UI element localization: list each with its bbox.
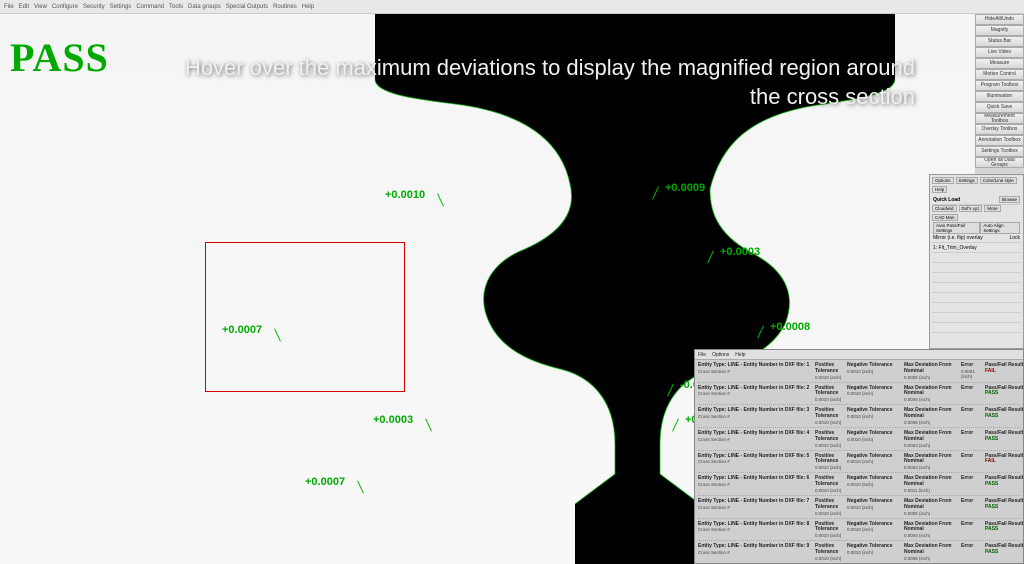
results-header: File Options Help	[695, 350, 1023, 360]
subtab-cloudwid[interactable]: Cloudwid	[932, 205, 957, 212]
settings-tab-settings[interactable]: Settings	[956, 177, 978, 184]
deviation-label[interactable]: +0.0007	[305, 476, 345, 488]
result-row[interactable]: Entity Type: LINE - Entity Number in DXF…	[698, 522, 1020, 542]
toolbar-open-all-data-groups[interactable]: Open all Data Groups	[975, 157, 1024, 168]
toolbar-program-toolbox[interactable]: Program Toolbox	[975, 80, 1024, 91]
deviation-label[interactable]: +0.0009	[665, 182, 705, 194]
results-menu-options[interactable]: Options	[712, 352, 729, 358]
deviation-label[interactable]: +0.0010	[385, 189, 425, 201]
subtab-dxf-s-xyz[interactable]: Dxf's xyz	[959, 205, 983, 212]
toolbar-quick-save[interactable]: Quick Save	[975, 102, 1024, 113]
result-row[interactable]: Entity Type: LINE - Entity Number in DXF…	[698, 408, 1020, 428]
results-panel[interactable]: File Options Help Entity Type: LINE - Enti…	[694, 349, 1024, 564]
menu-special-outputs[interactable]: Special Outputs	[226, 4, 268, 10]
menu-tools[interactable]: Tools	[169, 4, 183, 10]
deviation-label[interactable]: +0.0008	[770, 321, 810, 333]
result-row[interactable]: Entity Type: LINE - Entity Number in DXF…	[698, 476, 1020, 496]
results-menu-file[interactable]: File	[698, 352, 706, 358]
auto-passfail-button[interactable]: Auto Pass/Fail Settings	[933, 222, 980, 234]
mirror-checkbox-label[interactable]: Mirror (i.e. flip) overlay	[933, 235, 983, 241]
result-row[interactable]: Entity Type: LINE - Entity Number in DXF…	[698, 499, 1020, 519]
result-row[interactable]: Entity Type: LINE - Entity Number in DXF…	[698, 386, 1020, 406]
toolbar-overlay-toolbox[interactable]: Overlay Toolbox	[975, 124, 1024, 135]
menu-configure[interactable]: Configure	[52, 4, 78, 10]
menu-edit[interactable]: Edit	[19, 4, 29, 10]
toolbar-live-video[interactable]: Live Video	[975, 47, 1024, 58]
menu-routines[interactable]: Routines	[273, 4, 297, 10]
settings-tab-help[interactable]: Help	[932, 186, 947, 193]
pass-result-label: PASS	[10, 34, 109, 81]
menubar: File Edit View Configure Security Settings Com…	[0, 0, 1024, 14]
right-toolbar: HideAll/UndoMagnifyStatus BarLive VideoM…	[975, 14, 1024, 168]
settings-tab-color-line-style[interactable]: Color/Line style	[980, 177, 1017, 184]
overlay-list-item[interactable]: 1: Fit_Trim_Overlay	[933, 245, 977, 251]
deviation-label[interactable]: +0.0007	[222, 324, 262, 336]
subtab-cad-man[interactable]: CAD Man	[932, 214, 958, 221]
menu-security[interactable]: Security	[83, 4, 105, 10]
toolbar-annotation-toolbox[interactable]: Annotation Toolbox	[975, 135, 1024, 146]
toolbar-measurement-toolbox[interactable]: Measurement Toolbox	[975, 113, 1024, 124]
menu-view[interactable]: View	[34, 4, 47, 10]
overlay-settings-panel[interactable]: OptionsSettingsColor/Line style Help Quic…	[929, 174, 1024, 349]
menu-help[interactable]: Help	[302, 4, 314, 10]
settings-tab-options[interactable]: Options	[932, 177, 954, 184]
result-row[interactable]: Entity Type: LINE - Entity Number in DXF…	[698, 544, 1020, 564]
results-menu-help[interactable]: Help	[735, 352, 745, 358]
toolbar-settings-toolbox[interactable]: Settings Toolbox	[975, 146, 1024, 157]
magnify-region-box[interactable]	[205, 242, 405, 392]
result-row[interactable]: Entity Type: LINE - Entity Number in DXF…	[698, 431, 1020, 451]
menu-file[interactable]: File	[4, 4, 14, 10]
quick-load-label: Quick Load	[933, 197, 960, 203]
menu-settings[interactable]: Settings	[110, 4, 132, 10]
browse-button[interactable]: Browse	[999, 196, 1020, 203]
menu-command[interactable]: Command	[136, 4, 164, 10]
toolbar-measure[interactable]: Measure	[975, 58, 1024, 69]
toolbar-magnify[interactable]: Magnify	[975, 25, 1024, 36]
auto-align-button[interactable]: Auto Align Settings	[980, 222, 1020, 234]
toolbar-hideall-undo[interactable]: HideAll/Undo	[975, 14, 1024, 25]
deviation-label[interactable]: +0.0003	[720, 246, 760, 258]
deviation-label[interactable]: +0.0003	[373, 414, 413, 426]
toolbar-status-bar[interactable]: Status Bar	[975, 36, 1024, 47]
toolbar-motion-control[interactable]: Motion Control	[975, 69, 1024, 80]
toolbar-illumination[interactable]: Illumination	[975, 91, 1024, 102]
lock-label: Lock	[1009, 235, 1020, 241]
menu-data-groups[interactable]: Data groups	[188, 4, 221, 10]
subtab-more[interactable]: More	[984, 205, 1000, 212]
result-row[interactable]: Entity Type: LINE - Entity Number in DXF…	[698, 363, 1020, 383]
result-row[interactable]: Entity Type: LINE - Entity Number in DXF…	[698, 454, 1020, 474]
